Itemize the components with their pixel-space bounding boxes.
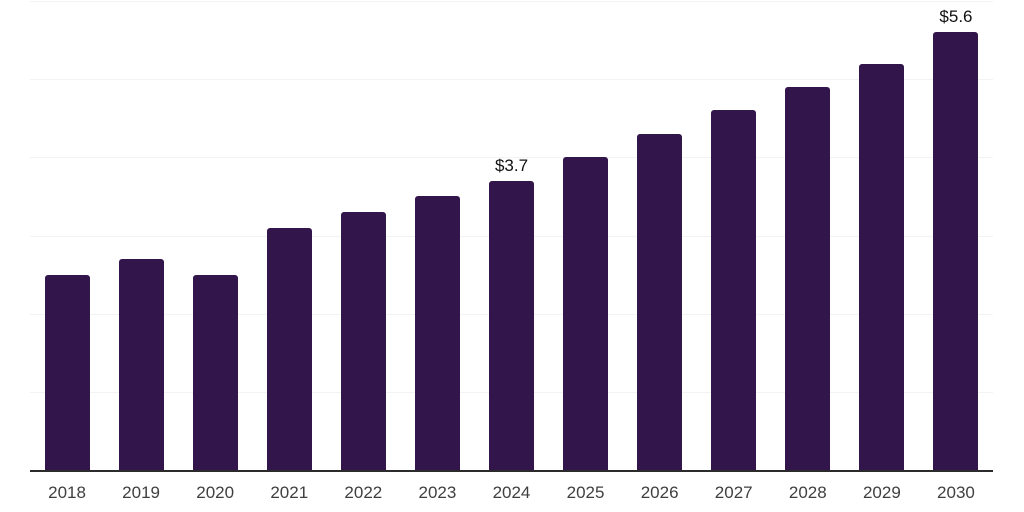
bar-2027 (711, 110, 757, 470)
x-tick-label-2021: 2021 (270, 483, 309, 502)
bar-2026 (637, 133, 683, 470)
bar-2022 (340, 212, 386, 470)
bar-2028 (785, 86, 831, 470)
x-axis-line (30, 470, 993, 472)
bar-2024 (489, 180, 534, 470)
x-tick-label-2023: 2023 (418, 483, 457, 502)
bar-2020 (192, 274, 238, 470)
bar-2018 (44, 274, 90, 470)
x-tick-label-2020: 2020 (196, 483, 235, 502)
x-tick-label-2022: 2022 (344, 483, 383, 502)
bar-2025 (563, 157, 609, 470)
x-tick-label-2018: 2018 (48, 483, 86, 502)
x-tick-label-2024: 2024 (492, 483, 531, 502)
bar-2019 (118, 258, 164, 470)
x-tick-label-2029: 2029 (862, 483, 901, 502)
bar-2030 (933, 32, 979, 470)
x-tick-label-2028: 2028 (788, 483, 827, 502)
gridline-y-5 (30, 79, 993, 81)
gridline-y-4 (30, 157, 993, 159)
bar-2021 (266, 227, 312, 470)
x-tick-label-2026: 2026 (640, 483, 679, 502)
data-label-2030: $5.6 (939, 7, 973, 27)
x-tick-label-2025: 2025 (566, 483, 605, 502)
bar-2029 (859, 63, 905, 470)
x-tick-label-2019: 2019 (122, 483, 160, 502)
gridline-y-6 (30, 1, 993, 2)
bar-2023 (414, 196, 460, 470)
data-label-2024: $3.7 (494, 155, 529, 175)
x-tick-label-2027: 2027 (714, 483, 753, 502)
x-tick-label-2030: 2030 (937, 483, 975, 502)
